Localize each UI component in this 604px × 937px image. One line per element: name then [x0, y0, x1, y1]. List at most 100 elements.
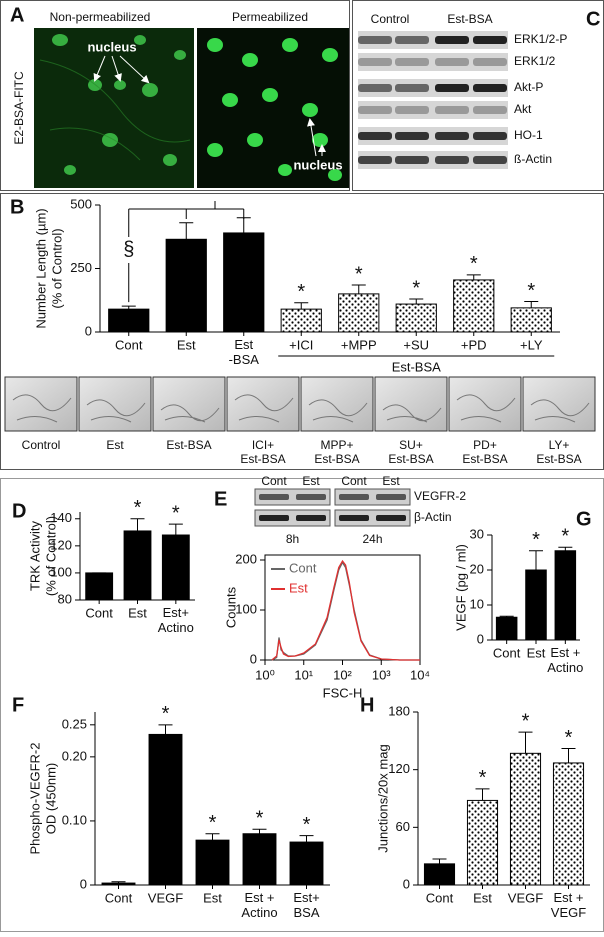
x-tick-label: +ICI: [289, 337, 313, 352]
micrograph: [448, 376, 522, 432]
blot-row: [358, 101, 508, 119]
panel-frame: [0, 0, 350, 191]
x-tick-label: +SU: [403, 337, 429, 352]
micrograph: [78, 376, 152, 432]
bar: [85, 572, 114, 601]
blot-band: [473, 84, 507, 92]
x-tick-label: Cont: [105, 890, 133, 905]
image-label: PD+ Est-BSA: [462, 438, 507, 466]
image-label: Est-BSA: [166, 438, 211, 452]
bar: [165, 238, 207, 333]
x-tick-label: VEGF: [508, 890, 543, 905]
bar: [395, 303, 437, 333]
row-label: HO-1: [514, 128, 543, 142]
micrograph: [300, 376, 374, 432]
image-label: ICI+ Est-BSA: [240, 438, 285, 466]
error-bar: [179, 222, 194, 240]
bracket: [128, 201, 245, 303]
panel-label: E: [214, 488, 227, 510]
panel-label: F: [12, 694, 24, 716]
blot-band: [395, 84, 429, 92]
bar: [423, 863, 456, 886]
micrograph: [152, 376, 226, 432]
blot-band: [473, 36, 507, 44]
error-bar: [168, 523, 183, 536]
micrograph-texture: [308, 399, 368, 423]
row-label: VEGFR-2: [414, 489, 466, 503]
lane-label: Est: [382, 474, 400, 488]
blot-band: [435, 36, 469, 44]
y-tick-label: 0.20: [62, 748, 87, 763]
micrograph-texture: [456, 394, 516, 423]
micrograph: [374, 376, 448, 432]
y-tick-label: 20: [470, 561, 484, 576]
error-bar: [252, 828, 267, 834]
y-tick-label: 30: [470, 526, 484, 541]
series-line: [271, 561, 420, 661]
bar: [453, 279, 495, 333]
y-axis-label: Phospho-VEGFR-2: [27, 743, 42, 855]
lane-label: Est: [302, 474, 320, 488]
arrow: [119, 55, 150, 84]
micrograph-texture: [160, 404, 220, 423]
bar: [242, 833, 277, 886]
micrograph-row: Control Est Est-BSA ICI+ Est-BSA MPP+ Est-BSA S…: [4, 376, 596, 466]
side-label: E2-BSA-FITC: [12, 71, 26, 145]
error-bar: [351, 284, 366, 294]
x-tick-label: VEGF: [148, 890, 183, 905]
series-line: [271, 559, 420, 661]
blot-band: [473, 106, 507, 114]
panel-label: A: [10, 4, 24, 26]
error-bar: [561, 748, 576, 763]
blot-band: [473, 156, 507, 164]
x-tick-label: +MPP: [341, 337, 377, 352]
arrow: [111, 55, 122, 82]
y-tick-label: 250: [70, 260, 92, 275]
legend-label: Cont: [289, 560, 317, 575]
micrograph: [522, 376, 596, 432]
blot-band: [435, 58, 469, 66]
western-blot: Cont Est 8h Cont Est 24h VEGFR-2 β-Actin: [254, 474, 466, 546]
significance-marker: *: [527, 280, 535, 302]
y-tick-label: 60: [396, 819, 410, 834]
y-tick-label: 80: [58, 591, 72, 606]
blot-band: [296, 494, 326, 500]
image-label: MPP+ Est-BSA: [314, 438, 359, 466]
time-label: 8h: [286, 532, 299, 546]
image-label: Control: [22, 438, 61, 452]
blot-band: [296, 515, 326, 521]
y-tick-label: 500: [70, 196, 92, 211]
blot-band: [395, 36, 429, 44]
blot-band: [376, 494, 406, 500]
micrograph-texture: [382, 404, 442, 423]
x-tick-label: Cont: [85, 605, 113, 620]
blot-band: [358, 58, 392, 66]
y-axis-label: Counts: [223, 586, 238, 628]
x-tick-label: Est: [527, 645, 546, 660]
y-tick-label: 120: [388, 761, 410, 776]
blot-row: [358, 31, 508, 49]
x-tick-label: Cont: [115, 337, 143, 352]
arrow: [93, 55, 106, 82]
bar: [466, 799, 499, 886]
blot-band: [358, 36, 392, 44]
blot-band: [339, 494, 369, 500]
bar: [195, 839, 230, 886]
lane-label: Cont: [261, 474, 287, 488]
blot-band: [395, 132, 429, 140]
blot-row: [358, 79, 508, 97]
x-tick-label: Est: [177, 337, 196, 352]
blot-band: [358, 156, 392, 164]
significance-marker: *: [479, 767, 487, 789]
x-tick-label: Est + VEGF: [551, 890, 586, 920]
x-tick-label: Cont: [493, 645, 521, 660]
arrow: [307, 118, 317, 157]
error-bar: [158, 724, 173, 735]
error-bar: [432, 858, 447, 864]
y-axis-label: (% of Control): [49, 228, 64, 308]
y-tick-label: 0: [80, 876, 87, 891]
error-bar: [518, 731, 533, 754]
x-tick-label: Est -BSA: [229, 337, 260, 367]
bar: [108, 308, 150, 333]
y-axis-label: (% of Control): [43, 516, 58, 596]
